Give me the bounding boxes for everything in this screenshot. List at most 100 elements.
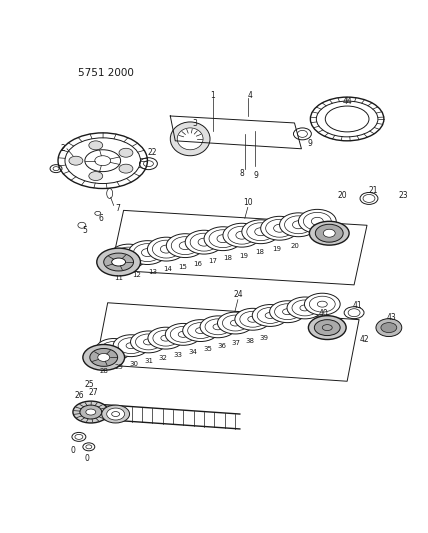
Ellipse shape <box>134 244 161 262</box>
Ellipse shape <box>300 305 310 311</box>
Ellipse shape <box>119 148 133 157</box>
Ellipse shape <box>213 324 223 330</box>
Text: 22: 22 <box>148 148 157 157</box>
Ellipse shape <box>131 331 166 353</box>
Text: 39: 39 <box>259 335 268 341</box>
Ellipse shape <box>309 296 335 312</box>
Polygon shape <box>170 116 301 149</box>
Ellipse shape <box>161 335 171 341</box>
Ellipse shape <box>270 301 306 322</box>
Text: 18: 18 <box>255 249 264 255</box>
Ellipse shape <box>209 230 237 248</box>
Ellipse shape <box>303 212 331 230</box>
Text: 37: 37 <box>232 341 241 346</box>
Ellipse shape <box>107 408 125 420</box>
Text: 21: 21 <box>368 186 378 195</box>
Text: 0: 0 <box>84 454 89 463</box>
Text: 41: 41 <box>352 301 362 310</box>
Text: 5751 2000: 5751 2000 <box>78 68 134 78</box>
Polygon shape <box>111 211 367 285</box>
Ellipse shape <box>255 228 267 236</box>
Ellipse shape <box>261 216 298 240</box>
Text: 15: 15 <box>178 264 187 270</box>
Ellipse shape <box>273 224 285 232</box>
Text: 4: 4 <box>247 91 252 100</box>
Text: 38: 38 <box>245 337 254 343</box>
Ellipse shape <box>183 320 218 342</box>
Ellipse shape <box>69 156 83 165</box>
Ellipse shape <box>89 141 103 150</box>
Ellipse shape <box>292 221 304 229</box>
Ellipse shape <box>90 349 118 366</box>
Ellipse shape <box>89 172 103 181</box>
Text: 34: 34 <box>189 350 198 356</box>
Ellipse shape <box>110 244 147 268</box>
Text: 32: 32 <box>159 356 168 361</box>
Text: 0: 0 <box>71 446 75 455</box>
Ellipse shape <box>205 319 231 335</box>
Text: 1: 1 <box>211 91 215 100</box>
Ellipse shape <box>147 237 185 261</box>
Ellipse shape <box>381 322 397 333</box>
Ellipse shape <box>217 235 229 243</box>
Text: 43: 43 <box>387 313 397 322</box>
Text: 20: 20 <box>337 191 347 200</box>
Ellipse shape <box>170 326 196 342</box>
Ellipse shape <box>315 224 343 242</box>
Ellipse shape <box>170 122 210 156</box>
Text: 6: 6 <box>98 214 103 223</box>
Text: 12: 12 <box>132 272 141 278</box>
Ellipse shape <box>228 227 256 244</box>
Ellipse shape <box>309 221 349 245</box>
Ellipse shape <box>143 339 153 345</box>
Text: 14: 14 <box>163 266 172 272</box>
Ellipse shape <box>98 353 110 361</box>
Ellipse shape <box>160 245 172 253</box>
Text: 35: 35 <box>204 346 212 352</box>
Ellipse shape <box>309 316 346 340</box>
Text: 11: 11 <box>114 275 123 281</box>
Ellipse shape <box>282 309 292 314</box>
Ellipse shape <box>115 247 143 265</box>
Text: 9: 9 <box>308 139 313 148</box>
Text: 36: 36 <box>217 343 226 350</box>
Text: 33: 33 <box>174 352 183 358</box>
Ellipse shape <box>311 217 323 225</box>
Ellipse shape <box>279 213 317 237</box>
Text: 3: 3 <box>193 119 198 128</box>
Ellipse shape <box>101 342 127 358</box>
Ellipse shape <box>109 346 119 352</box>
Ellipse shape <box>298 209 336 233</box>
Text: 30: 30 <box>129 361 138 367</box>
Ellipse shape <box>83 344 125 370</box>
Text: 19: 19 <box>272 246 281 252</box>
Ellipse shape <box>287 297 323 319</box>
Ellipse shape <box>275 304 300 320</box>
Text: 29: 29 <box>114 365 123 370</box>
Text: 44: 44 <box>342 96 352 106</box>
Ellipse shape <box>314 320 340 336</box>
Ellipse shape <box>152 240 180 258</box>
Text: 20: 20 <box>290 243 299 249</box>
Ellipse shape <box>122 252 134 260</box>
Ellipse shape <box>153 330 179 346</box>
Ellipse shape <box>190 233 218 251</box>
Ellipse shape <box>265 312 275 318</box>
Ellipse shape <box>200 316 236 338</box>
Ellipse shape <box>166 233 204 257</box>
Text: 24: 24 <box>233 290 243 300</box>
Ellipse shape <box>128 241 166 264</box>
Ellipse shape <box>376 319 402 336</box>
Ellipse shape <box>102 405 130 423</box>
Text: 40: 40 <box>318 309 328 318</box>
Text: 2: 2 <box>61 144 65 154</box>
Ellipse shape <box>196 328 205 334</box>
Ellipse shape <box>323 229 335 237</box>
Text: 25: 25 <box>84 379 94 389</box>
Ellipse shape <box>185 230 223 254</box>
Text: 31: 31 <box>144 358 153 365</box>
Ellipse shape <box>217 312 253 334</box>
Text: 19: 19 <box>239 253 248 259</box>
Ellipse shape <box>80 405 102 419</box>
Text: 27: 27 <box>89 387 98 397</box>
